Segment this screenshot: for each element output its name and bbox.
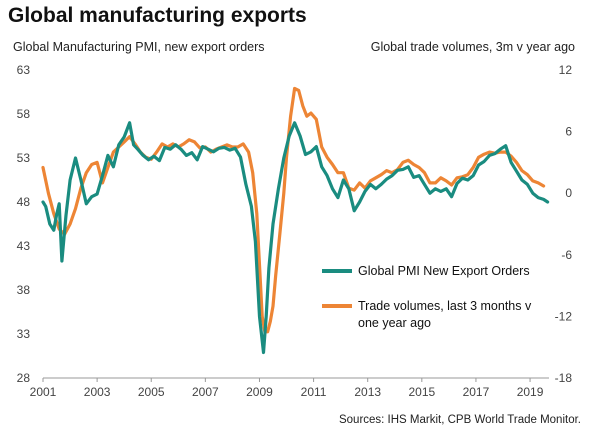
x-tick-label: 2011 bbox=[301, 385, 327, 399]
y-right-tick-label: 6 bbox=[565, 125, 572, 139]
y-left-tick-label: 38 bbox=[17, 283, 31, 297]
y-left-tick-label: 43 bbox=[17, 239, 31, 253]
legend-item-trade-label: Trade volumes, last 3 months v one year a… bbox=[358, 299, 532, 330]
x-tick-label: 2001 bbox=[30, 385, 57, 399]
y-right-tick-label: 0 bbox=[565, 186, 572, 200]
series-group bbox=[41, 86, 550, 355]
chart-title: Global manufacturing exports bbox=[8, 4, 307, 27]
x-tick-label: 2003 bbox=[84, 385, 111, 399]
y-right-tick-label: 12 bbox=[559, 63, 573, 77]
series-line-pmi-export-orders bbox=[41, 121, 550, 355]
y-left-tick-label: 63 bbox=[17, 63, 31, 77]
x-tick-label: 2005 bbox=[138, 385, 165, 399]
y-left-tick-label: 28 bbox=[17, 371, 31, 385]
x-tick-label: 2013 bbox=[354, 385, 381, 399]
y-right-tick-label: -12 bbox=[555, 309, 573, 323]
y-left-tick-label: 33 bbox=[17, 327, 31, 341]
x-tick-label: 2019 bbox=[517, 385, 544, 399]
left-axis-label: Global Manufacturing PMI, new export ord… bbox=[13, 40, 265, 54]
right-axis-label: Global trade volumes, 3m v year ago bbox=[370, 40, 575, 54]
legend: Global PMI New Export Orders Trade volume… bbox=[322, 264, 532, 330]
y-left-tick-label: 58 bbox=[17, 107, 31, 121]
source-note: Sources: IHS Markit, CPB World Trade Mon… bbox=[338, 414, 581, 426]
x-tick-label: 2009 bbox=[246, 385, 273, 399]
y-left-tick-label: 48 bbox=[17, 195, 31, 209]
x-tick-label: 2015 bbox=[408, 385, 435, 399]
y-left-tick-label: 53 bbox=[17, 151, 31, 165]
y-right-tick-label: -18 bbox=[555, 371, 573, 385]
x-tick-label: 2017 bbox=[463, 385, 490, 399]
legend-item-pmi-label: Global PMI New Export Orders bbox=[358, 264, 530, 278]
y-right-tick-label: -6 bbox=[561, 248, 572, 262]
x-tick-label: 2007 bbox=[192, 385, 219, 399]
axes-group: 2001 2003 2005 2007 2009 2011 2013 2015 2017 2019… bbox=[17, 63, 573, 399]
